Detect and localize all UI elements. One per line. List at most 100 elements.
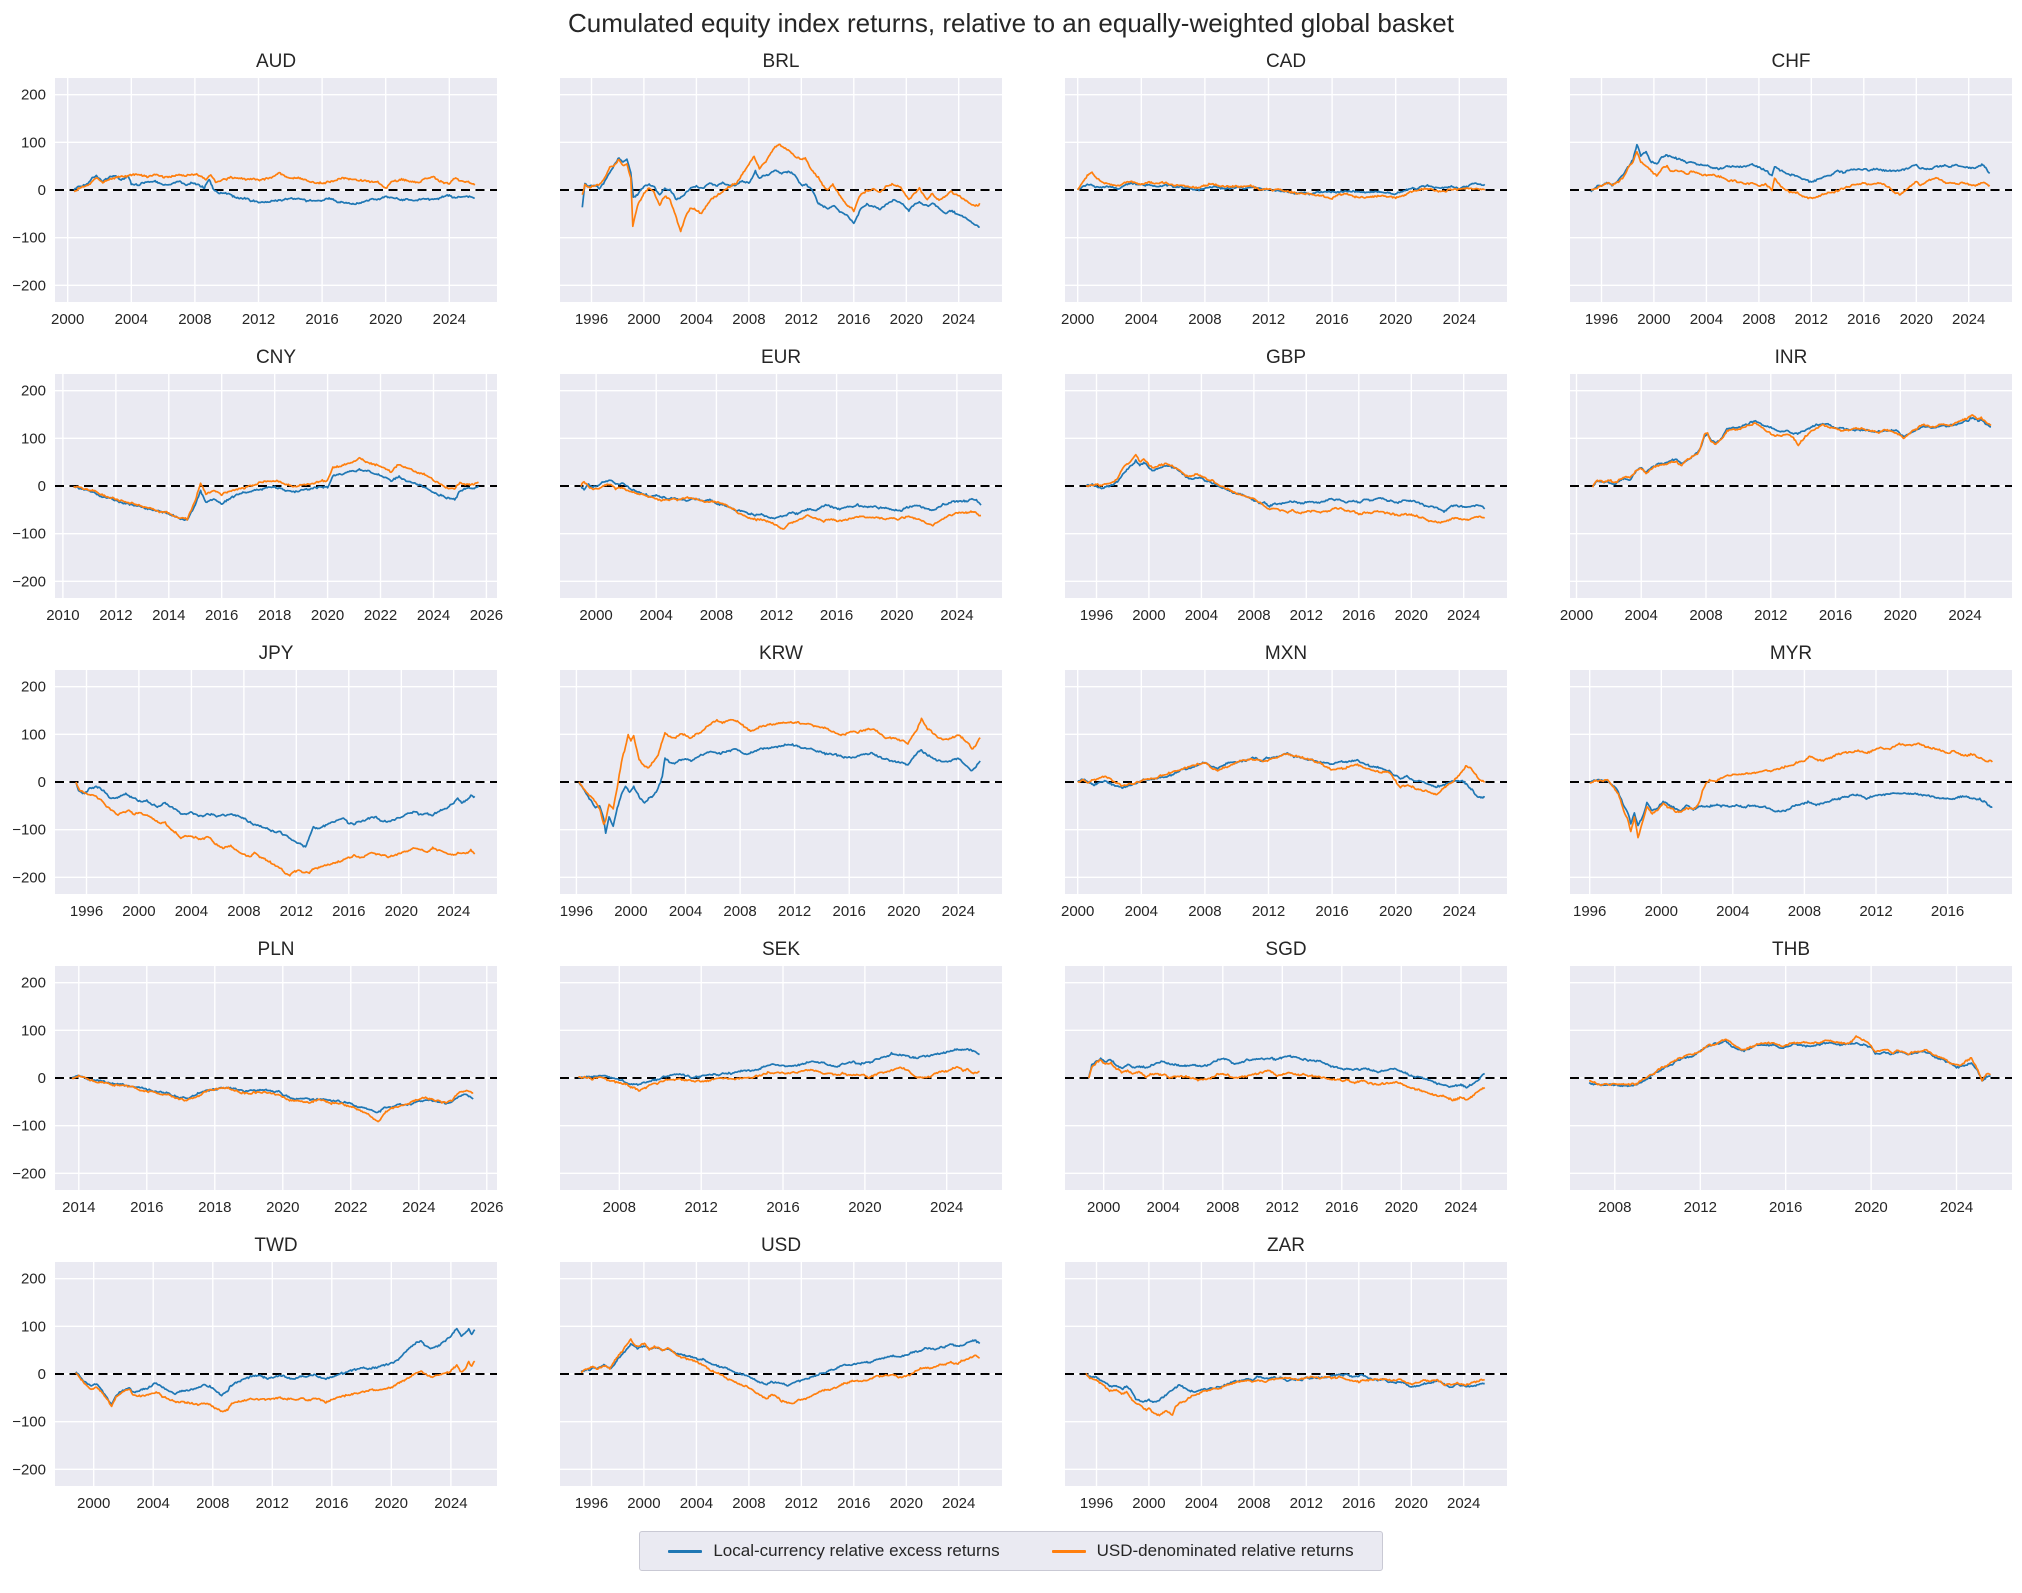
svg-text:2024: 2024 xyxy=(437,903,470,920)
svg-text:2016: 2016 xyxy=(833,903,866,920)
svg-text:2024: 2024 xyxy=(940,607,973,624)
svg-text:2004: 2004 xyxy=(115,311,148,328)
panel-AUD: −200 −100 0 100 200 2000 2004 2008 2012 2016 2020 2… xyxy=(0,48,505,344)
svg-text:2022: 2022 xyxy=(334,1199,367,1216)
panel-GBP: 1996 2000 2004 2008 2012 2016 2020 2024 GBP xyxy=(1010,344,1515,640)
svg-text:2020: 2020 xyxy=(385,903,418,920)
svg-text:2000: 2000 xyxy=(1061,903,1094,920)
svg-text:2020: 2020 xyxy=(1854,1199,1887,1216)
svg-text:2008: 2008 xyxy=(178,311,211,328)
svg-text:2012: 2012 xyxy=(280,903,313,920)
svg-text:2004: 2004 xyxy=(1125,311,1158,328)
svg-text:2020: 2020 xyxy=(890,311,923,328)
svg-text:2016: 2016 xyxy=(820,607,853,624)
svg-text:−100: −100 xyxy=(12,230,46,247)
svg-text:2004: 2004 xyxy=(680,311,713,328)
page-title: Cumulated equity index returns, relative… xyxy=(568,8,1454,38)
panel-CHF: 1996 2000 2004 2008 2012 2016 2020 2024 CHF xyxy=(1515,48,2020,344)
svg-text:0: 0 xyxy=(38,1366,46,1383)
svg-text:PLN: PLN xyxy=(258,939,295,960)
svg-text:THB: THB xyxy=(1772,939,1810,960)
svg-text:2000: 2000 xyxy=(1637,311,1670,328)
svg-text:2012: 2012 xyxy=(1859,903,1892,920)
svg-text:2020: 2020 xyxy=(1379,311,1412,328)
panel-EUR: 2000 2004 2008 2012 2016 2020 2024 EUR xyxy=(505,344,1010,640)
svg-text:2012: 2012 xyxy=(785,1495,818,1512)
usd-denominated-line-sample xyxy=(1051,1549,1086,1553)
svg-text:−100: −100 xyxy=(12,1414,46,1431)
svg-text:2020: 2020 xyxy=(890,1495,923,1512)
svg-text:1996: 1996 xyxy=(575,1495,608,1512)
svg-text:CHF: CHF xyxy=(1771,51,1810,72)
svg-text:2016: 2016 xyxy=(1325,1199,1358,1216)
svg-text:1996: 1996 xyxy=(1080,607,1113,624)
panel-MXN: 2000 2004 2008 2012 2016 2020 2024 MXN xyxy=(1010,640,1515,936)
panel-PLN: −200 −100 0 100 200 2014 2016 2018 2020 2022 2024 2… xyxy=(0,936,505,1232)
svg-text:2000: 2000 xyxy=(1560,607,1593,624)
svg-text:2008: 2008 xyxy=(700,607,733,624)
svg-text:2024: 2024 xyxy=(930,1199,963,1216)
svg-text:−200: −200 xyxy=(12,277,46,294)
svg-text:2004: 2004 xyxy=(640,607,673,624)
svg-text:2000: 2000 xyxy=(122,903,155,920)
svg-text:2004: 2004 xyxy=(1185,607,1218,624)
svg-text:2000: 2000 xyxy=(1645,903,1678,920)
svg-text:100: 100 xyxy=(21,1022,46,1039)
svg-text:200: 200 xyxy=(21,383,46,400)
svg-text:2024: 2024 xyxy=(1940,1199,1973,1216)
svg-text:2024: 2024 xyxy=(434,1495,467,1512)
svg-text:1996: 1996 xyxy=(70,903,103,920)
legend-item-local: Local-currency relative excess returns xyxy=(668,1541,1000,1561)
svg-text:2016: 2016 xyxy=(1847,311,1880,328)
svg-text:ZAR: ZAR xyxy=(1267,1235,1305,1256)
svg-text:2008: 2008 xyxy=(732,311,765,328)
svg-text:2012: 2012 xyxy=(760,607,793,624)
svg-text:0: 0 xyxy=(38,182,46,199)
svg-text:2012: 2012 xyxy=(778,903,811,920)
svg-text:2020: 2020 xyxy=(880,607,913,624)
svg-text:2016: 2016 xyxy=(130,1199,163,1216)
svg-text:2020: 2020 xyxy=(1385,1199,1418,1216)
panel-THB: 2008 2012 2016 2020 2024 THB xyxy=(1515,936,2020,1232)
svg-text:2012: 2012 xyxy=(1266,1199,1299,1216)
svg-text:2004: 2004 xyxy=(1125,903,1158,920)
svg-text:2008: 2008 xyxy=(723,903,756,920)
panel-BRL: 1996 2000 2004 2008 2012 2016 2020 2024 BRL xyxy=(505,48,1010,344)
legend: Local-currency relative excess returns U… xyxy=(639,1531,1383,1571)
svg-text:2008: 2008 xyxy=(1742,311,1775,328)
svg-text:2016: 2016 xyxy=(837,1495,870,1512)
svg-text:2012: 2012 xyxy=(1290,607,1323,624)
svg-text:2008: 2008 xyxy=(1598,1199,1631,1216)
svg-text:1996: 1996 xyxy=(1573,903,1606,920)
svg-text:2000: 2000 xyxy=(1087,1199,1120,1216)
svg-text:2000: 2000 xyxy=(579,607,612,624)
panel-INR: 2000 2004 2008 2012 2016 2020 2024 INR xyxy=(1515,344,2020,640)
svg-text:2024: 2024 xyxy=(1443,311,1476,328)
svg-text:2010: 2010 xyxy=(46,607,79,624)
svg-text:2000: 2000 xyxy=(627,311,660,328)
svg-text:2016: 2016 xyxy=(1342,1495,1375,1512)
panel-KRW: 1996 2000 2004 2008 2012 2016 2020 2024 KRW xyxy=(505,640,1010,936)
svg-text:2000: 2000 xyxy=(51,311,84,328)
panel-CNY: −200 −100 0 100 200 2010 2012 2014 2016 2018 2020 2… xyxy=(0,344,505,640)
svg-text:2020: 2020 xyxy=(1900,311,1933,328)
svg-text:2016: 2016 xyxy=(1769,1199,1802,1216)
svg-text:2014: 2014 xyxy=(152,607,185,624)
svg-text:2024: 2024 xyxy=(1447,607,1480,624)
svg-text:SEK: SEK xyxy=(762,939,800,960)
svg-text:2004: 2004 xyxy=(669,903,702,920)
svg-text:2024: 2024 xyxy=(417,607,450,624)
svg-text:0: 0 xyxy=(38,774,46,791)
svg-text:2000: 2000 xyxy=(627,1495,660,1512)
svg-text:2024: 2024 xyxy=(1444,1199,1477,1216)
svg-text:2020: 2020 xyxy=(1379,903,1412,920)
svg-text:0: 0 xyxy=(38,478,46,495)
svg-text:2020: 2020 xyxy=(311,607,344,624)
svg-text:2008: 2008 xyxy=(603,1199,636,1216)
svg-text:−100: −100 xyxy=(12,822,46,839)
svg-text:INR: INR xyxy=(1775,347,1808,368)
svg-text:2008: 2008 xyxy=(732,1495,765,1512)
svg-text:2020: 2020 xyxy=(1395,1495,1428,1512)
svg-text:2020: 2020 xyxy=(266,1199,299,1216)
